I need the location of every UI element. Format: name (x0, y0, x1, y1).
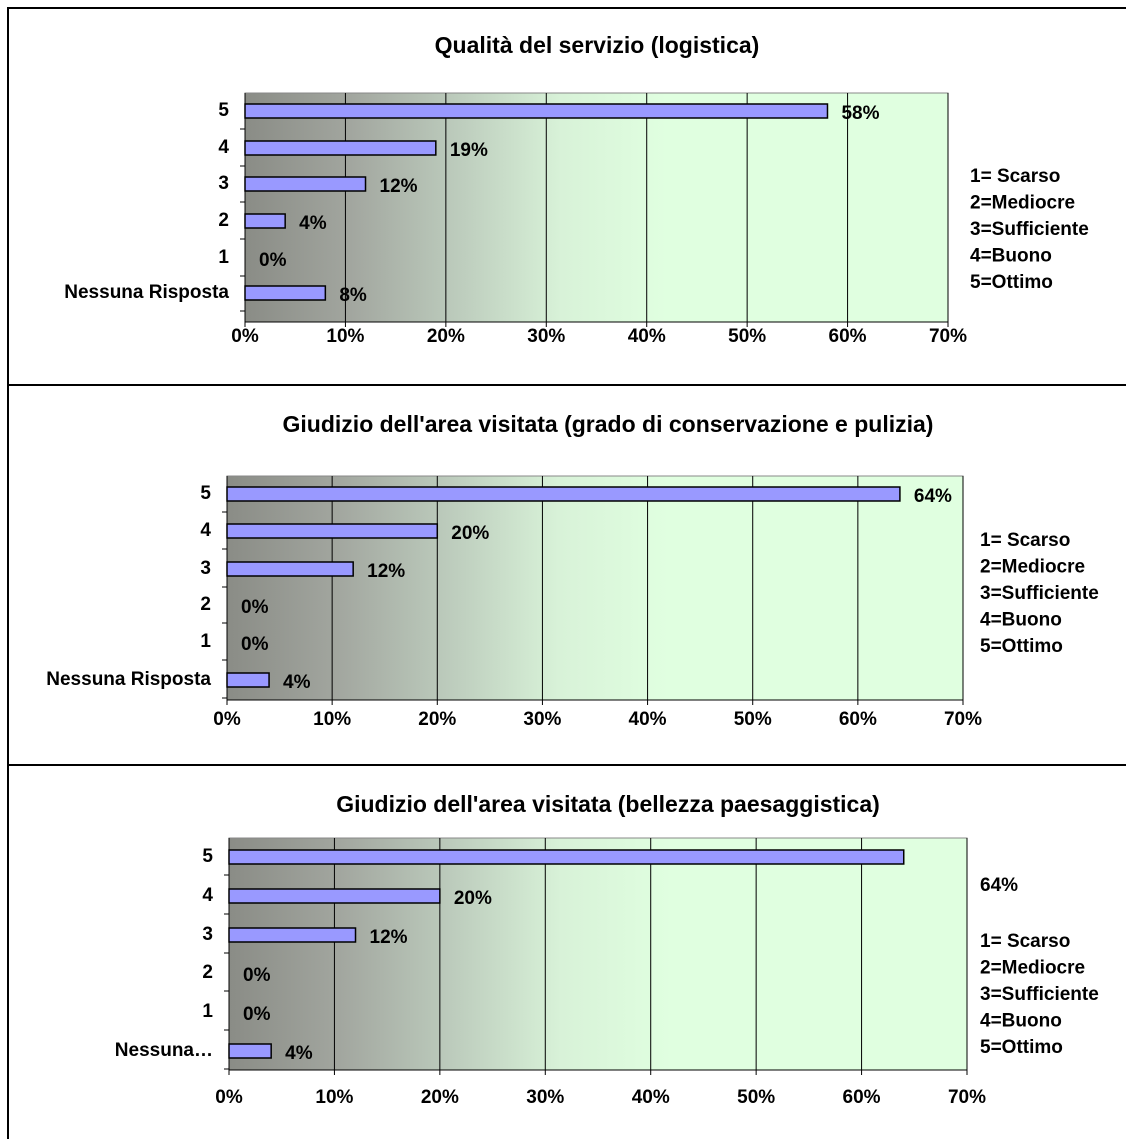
y-tick-label: 4 (218, 137, 229, 158)
value-label: 58% (841, 103, 879, 124)
x-tick-label: 20% (427, 326, 465, 347)
legend-text: 5=Ottimo (980, 636, 1063, 657)
bar (244, 140, 437, 156)
plot-area (244, 92, 949, 323)
value-label: 19% (450, 140, 488, 161)
x-tick-label: 50% (737, 1087, 775, 1108)
bar (226, 672, 270, 688)
legend-text: 4=Buono (980, 1011, 1062, 1032)
plot-area (228, 837, 968, 1071)
x-tick-label: 50% (734, 709, 772, 730)
bar (226, 561, 354, 577)
x-tick-label: 40% (628, 326, 666, 347)
y-tick-label: Nessuna… (115, 1040, 213, 1061)
value-label: 12% (367, 561, 405, 582)
y-tick-label: 5 (202, 846, 213, 867)
x-tick-label: 60% (843, 1087, 881, 1108)
value-label: 0% (241, 634, 269, 655)
y-tick-label: 2 (200, 594, 211, 615)
value-label: 4% (299, 213, 327, 234)
value-label: 0% (243, 965, 271, 986)
y-tick-label: 2 (218, 210, 229, 231)
x-tick-label: 60% (829, 326, 867, 347)
value-label: 0% (243, 1004, 271, 1025)
bar (228, 888, 441, 904)
value-label: 8% (339, 285, 367, 306)
x-tick-label: 0% (231, 326, 259, 347)
x-tick-label: 50% (728, 326, 766, 347)
y-tick-label: 1 (200, 631, 211, 652)
x-tick-label: 0% (213, 709, 241, 730)
y-tick-label: 5 (200, 483, 211, 504)
legend-text: 5=Ottimo (980, 1037, 1063, 1058)
x-tick-label: 40% (632, 1087, 670, 1108)
bar (244, 213, 286, 229)
value-label: 20% (451, 523, 489, 544)
legend-text: 2=Mediocre (980, 958, 1085, 979)
bar (228, 1043, 272, 1059)
legend-text: 5=Ottimo (970, 272, 1053, 293)
chart-title: Giudizio dell'area visitata (grado di co… (283, 411, 934, 437)
legend-text: 2=Mediocre (970, 193, 1075, 214)
legend-text: 3=Sufficiente (980, 984, 1099, 1005)
plot-area (226, 475, 964, 701)
x-tick-label: 10% (315, 1087, 353, 1108)
y-tick-label: 4 (202, 885, 213, 906)
x-tick-label: 10% (313, 709, 351, 730)
y-tick-label: 3 (200, 558, 211, 579)
value-label: 4% (285, 1043, 313, 1064)
x-tick-label: 20% (418, 709, 456, 730)
bar (228, 927, 357, 943)
y-tick-label: 1 (202, 1001, 213, 1022)
legend-text: 3=Sufficiente (980, 583, 1099, 604)
x-tick-label: 70% (929, 326, 967, 347)
legend-text: 2=Mediocre (980, 557, 1085, 578)
x-tick-label: 30% (523, 709, 561, 730)
legend-text: 4=Buono (970, 246, 1052, 267)
y-tick-label: Nessuna Risposta (46, 669, 211, 690)
bar (244, 285, 327, 301)
chart-title: Qualità del servizio (logistica) (435, 32, 760, 58)
legend-text: 4=Buono (980, 610, 1062, 631)
x-tick-label: 10% (326, 326, 364, 347)
value-label: 64% (980, 875, 1018, 896)
legend-text: 3=Sufficiente (970, 219, 1089, 240)
value-label: 12% (370, 927, 408, 948)
y-tick-label: 5 (218, 100, 229, 121)
frame (7, 7, 1126, 1139)
value-label: 12% (380, 176, 418, 197)
bar (244, 103, 829, 119)
legend-text: 1= Scarso (980, 530, 1070, 551)
y-tick-label: Nessuna Risposta (64, 282, 229, 303)
y-tick-label: 2 (202, 962, 213, 983)
bar (244, 176, 367, 192)
x-tick-label: 0% (215, 1087, 243, 1108)
y-tick-label: 4 (200, 520, 211, 541)
x-tick-label: 40% (629, 709, 667, 730)
bar (226, 523, 439, 539)
x-tick-label: 30% (527, 326, 565, 347)
x-tick-label: 30% (526, 1087, 564, 1108)
value-label: 20% (454, 888, 492, 909)
value-label: 0% (241, 597, 269, 618)
legend-text: 1= Scarso (980, 931, 1070, 952)
chart-title: Giudizio dell'area visitata (bellezza pa… (336, 791, 880, 817)
value-label: 0% (259, 250, 287, 271)
x-tick-label: 60% (839, 709, 877, 730)
bar (228, 849, 905, 865)
y-tick-label: 3 (202, 924, 213, 945)
x-tick-label: 70% (944, 709, 982, 730)
bar (226, 486, 901, 502)
value-label: 64% (914, 486, 952, 507)
x-tick-label: 20% (421, 1087, 459, 1108)
y-tick-label: 1 (218, 247, 229, 268)
y-tick-label: 3 (218, 173, 229, 194)
legend-text: 1= Scarso (970, 166, 1060, 187)
x-tick-label: 70% (948, 1087, 986, 1108)
value-label: 4% (283, 672, 311, 693)
